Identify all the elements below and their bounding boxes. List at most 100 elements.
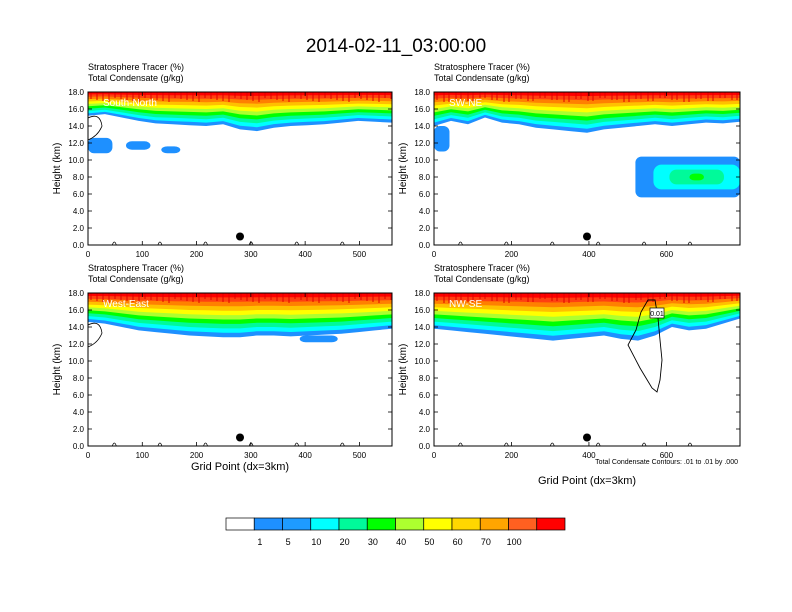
y-tick-label: 4.0	[419, 408, 431, 417]
x-tick-label: 600	[660, 451, 674, 460]
condensate-contour	[687, 442, 693, 447]
location-marker	[583, 232, 591, 241]
x-tick-label: 0	[432, 250, 437, 259]
x-tick-label: 0	[432, 451, 437, 460]
x-tick-label: 200	[505, 451, 519, 460]
panel-title-line1: Stratosphere Tracer (%)	[88, 263, 184, 273]
x-tick-label: 600	[660, 250, 674, 259]
y-tick-label: 12.0	[414, 139, 430, 148]
x-tick-label: 0	[86, 250, 91, 259]
colorbar-label: 100	[507, 537, 522, 547]
colorbar-swatch	[253, 517, 283, 531]
x-tick-label: 0	[86, 451, 91, 460]
y-tick-label: 8.0	[73, 374, 85, 383]
y-tick-label: 18.0	[68, 88, 84, 97]
y-tick-label: 0.0	[419, 241, 431, 250]
condensate-contour	[504, 442, 509, 447]
x-tick-label: 200	[190, 451, 204, 460]
y-tick-label: 2.0	[73, 224, 85, 233]
tracer-layer	[88, 92, 392, 96]
colorbar-swatch	[310, 517, 340, 531]
tracer-field	[88, 92, 392, 245]
tracer-patch-core	[689, 173, 704, 181]
colorbar-label: 20	[340, 537, 350, 547]
plot-frame	[87, 292, 393, 447]
y-tick-label: 16.0	[414, 306, 430, 315]
y-axis-label: Height (km)	[398, 344, 409, 396]
y-tick-label: 2.0	[73, 425, 85, 434]
contour-label: 0.01	[650, 311, 664, 318]
condensate-contour	[687, 241, 693, 246]
condensate-contour	[87, 322, 103, 348]
x-tick-label: 200	[190, 250, 204, 259]
y-tick-label: 14.0	[68, 323, 84, 332]
y-tick-label: 18.0	[414, 289, 430, 298]
figure-title: 2014-02-11_03:00:00	[306, 36, 486, 57]
location-marker	[236, 232, 244, 241]
x-tick-label: 100	[136, 250, 150, 259]
condensate-contour	[157, 442, 163, 447]
y-tick-label: 0.0	[73, 241, 85, 250]
y-tick-label: 0.0	[419, 442, 431, 451]
y-tick-label: 12.0	[68, 139, 84, 148]
plot-frame	[433, 292, 741, 447]
y-tick-label: 8.0	[419, 374, 431, 383]
y-tick-label: 12.0	[68, 340, 84, 349]
y-tick-label: 10.0	[414, 357, 430, 366]
xlabel-left: Grid Point (dx=3km)	[191, 461, 289, 473]
y-tick-label: 18.0	[68, 289, 84, 298]
condensate-contour	[641, 241, 647, 246]
y-tick-label: 6.0	[73, 391, 85, 400]
y-tick-label: 10.0	[414, 156, 430, 165]
condensate-contour	[504, 241, 509, 246]
colorbar-swatch	[225, 517, 255, 531]
location-marker	[583, 433, 591, 442]
plot-frame	[87, 91, 393, 246]
panel-label: West-East	[103, 299, 149, 310]
y-tick-label: 16.0	[68, 105, 84, 114]
condensate-contour	[595, 442, 601, 447]
tracer-layer	[434, 293, 740, 298]
x-tick-label: 400	[582, 451, 596, 460]
colorbar-swatch	[423, 517, 453, 531]
condensate-contour	[595, 241, 601, 246]
condensate-contour	[458, 241, 463, 246]
panel-nw-se: 0.01 NW-SE Stratosphere Tracer (%)Total Co…	[398, 263, 741, 460]
tracer-layer	[434, 92, 740, 97]
tracer-field	[434, 92, 740, 245]
panel-title-line2: Total Condensate (g/kg)	[434, 274, 530, 284]
y-tick-label: 4.0	[73, 207, 85, 216]
panel-south-north: South-North Stratosphere Tracer (%)Total …	[52, 62, 393, 259]
colorbar-label: 50	[424, 537, 434, 547]
colorbar-swatch	[366, 517, 396, 531]
condensate-contour	[458, 442, 463, 447]
condensate-contour	[203, 442, 208, 447]
x-tick-label: 400	[298, 250, 312, 259]
y-tick-label: 4.0	[73, 408, 85, 417]
tracer-patch	[126, 141, 151, 150]
colorbar-label: 5	[286, 537, 291, 547]
y-axis-label: Height (km)	[398, 143, 409, 195]
condensate-contour	[157, 241, 163, 246]
panel-label: NW-SE	[449, 299, 482, 310]
colorbar-swatch	[479, 517, 509, 531]
colorbar-label: 40	[396, 537, 406, 547]
y-tick-label: 4.0	[419, 207, 431, 216]
y-tick-label: 6.0	[419, 190, 431, 199]
panel-west-east: West-East Stratosphere Tracer (%)Total Co…	[52, 263, 393, 460]
colorbar-label: 10	[311, 537, 321, 547]
condensate-contour	[549, 442, 555, 447]
x-tick-label: 400	[582, 250, 596, 259]
colorbar-swatch	[338, 517, 368, 531]
tracer-patch	[299, 335, 338, 343]
tracer-field	[434, 293, 740, 446]
x-tick-label: 500	[353, 250, 367, 259]
panel-title-line1: Stratosphere Tracer (%)	[434, 263, 530, 273]
y-tick-label: 14.0	[68, 122, 84, 131]
y-tick-label: 12.0	[414, 340, 430, 349]
panel-title-line2: Total Condensate (g/kg)	[88, 73, 184, 83]
condensate-contour	[294, 241, 300, 246]
colorbar-label: 60	[453, 537, 463, 547]
panel-label: South-North	[103, 98, 157, 109]
